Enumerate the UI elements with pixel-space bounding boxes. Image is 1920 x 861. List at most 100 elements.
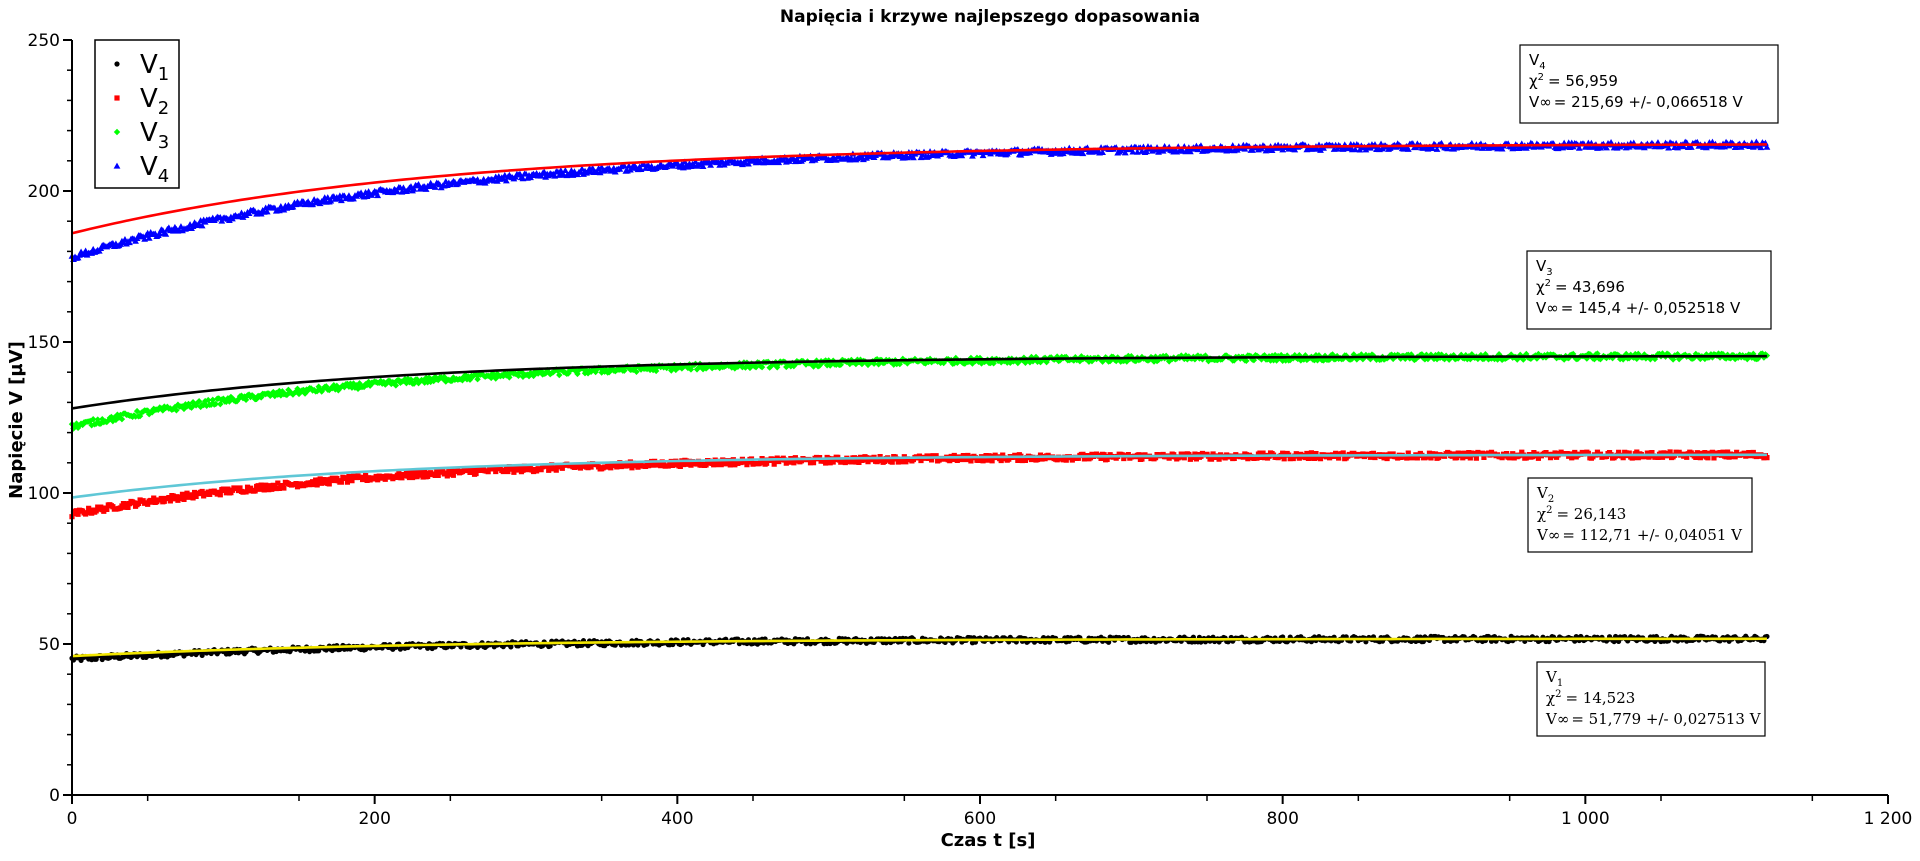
y-tick-label: 150 (28, 333, 60, 353)
annotation-series-label: V3 (1536, 257, 1553, 278)
series-v1-points (69, 633, 1770, 663)
fit-curve-v4 (71, 143, 1767, 235)
legend-marker-v4 (113, 162, 121, 169)
legend-label-sub: 2 (158, 98, 169, 119)
annotation-v-infinity: V∞ = 215,69 +/- 0,066518 V (1529, 93, 1743, 111)
chi-value: = 43,696 (1555, 278, 1625, 296)
annotation-series-sub: 4 (1539, 61, 1545, 72)
axes: 0 200 400 600 800 1 000 1 200 0 50 100 150 200 250 (28, 31, 1913, 829)
chi-value: = 26,143 (1556, 505, 1626, 523)
annotation-series-name: V (1536, 257, 1547, 275)
legend-label-main: V (140, 84, 158, 114)
x-tick-label: 200 (358, 809, 390, 829)
legend-marker-v2 (114, 95, 120, 101)
annotation-chi-square: χ2 = 56,959 (1529, 72, 1618, 90)
annotation-series-label: V4 (1529, 51, 1546, 72)
chi-superscript: 2 (1545, 278, 1551, 289)
annotation-chi-square: χ2 = 43,696 (1536, 278, 1625, 296)
v-infinity-symbol: V∞ (1536, 299, 1559, 317)
series-v3 (68, 350, 1771, 432)
chi-value: = 56,959 (1548, 72, 1618, 90)
x-tick-label: 600 (964, 809, 996, 829)
x-tick-label: 1 200 (1864, 809, 1913, 829)
annotation-box (1536, 661, 1766, 737)
legend-label-v1: V1 (140, 50, 169, 85)
v-infinity-symbol: V∞ (1536, 526, 1560, 544)
legend-box (94, 39, 180, 189)
annotation-series-name: V (1529, 51, 1540, 69)
y-tick-label: 100 (28, 484, 60, 504)
annotation-series-sub: 3 (1546, 267, 1552, 278)
series-v3-points (68, 350, 1771, 432)
chi-symbol: χ (1536, 278, 1545, 296)
y-tick-label: 50 (38, 635, 60, 655)
y-tick-label: 0 (49, 786, 60, 806)
legend-marker-v1 (114, 61, 120, 67)
legend-label-sub: 1 (158, 64, 169, 85)
chi-superscript: 2 (1538, 72, 1544, 83)
annotation-series-name: V (1536, 484, 1549, 502)
annotation-chi-square: χ2 = 14,523 (1546, 689, 1635, 707)
ticks: 0 200 400 600 800 1 000 1 200 0 50 100 150 200 250 (28, 31, 1913, 829)
annotation-series-sub: 1 (1557, 678, 1563, 689)
v-infinity-symbol: V∞ (1545, 710, 1569, 728)
v-infinity-value: = 145,4 +/- 0,052518 V (1561, 299, 1741, 317)
legend-label-sub: 3 (158, 132, 169, 153)
legend-label-main: V (140, 50, 158, 80)
series-v1 (69, 633, 1770, 663)
y-tick-label: 200 (28, 182, 60, 202)
annotation-v-infinity: V∞ = 51,779 +/- 0,027513 V (1545, 710, 1762, 728)
annotation-box (1519, 44, 1779, 124)
x-tick-label: 1 000 (1561, 809, 1610, 829)
v-infinity-value: = 112,71 +/- 0,04051 V (1562, 526, 1743, 544)
fit-curve-v3 (71, 354, 1767, 410)
series-v4-points (68, 138, 1771, 263)
annotation-series-label: V1 (1545, 668, 1563, 689)
legend-label-v3: V3 (140, 118, 169, 153)
chi-symbol: χ (1546, 689, 1555, 707)
legend-label-v4: V4 (140, 152, 169, 187)
legend-label-v2: V2 (140, 84, 169, 119)
chi-symbol: χ (1537, 505, 1546, 523)
annotation-chi-square: χ2 = 26,143 (1537, 505, 1626, 523)
series-v2-points (69, 449, 1770, 520)
chi-symbol: χ (1529, 72, 1538, 90)
x-tick-label: 400 (661, 809, 693, 829)
fit-curve-v2 (71, 453, 1767, 499)
annotation-box (1526, 250, 1772, 330)
y-axis-label: Napięcie V [µV] (6, 341, 27, 499)
legend-label-main: V (140, 152, 158, 182)
chi-superscript: 2 (1546, 505, 1552, 516)
legend-label-sub: 4 (158, 166, 169, 187)
legend-label-main: V (140, 118, 158, 148)
x-tick-label: 0 (67, 809, 78, 829)
chi-value: = 14,523 (1565, 689, 1635, 707)
annotation-series-label: V2 (1536, 484, 1554, 505)
chi-superscript: 2 (1555, 689, 1561, 700)
fit-layer (71, 143, 1767, 658)
x-axis-label: Czas t [s] (941, 830, 1036, 851)
series-v2 (69, 449, 1770, 520)
data-layer (68, 138, 1771, 663)
x-tick-label: 800 (1266, 809, 1298, 829)
v-infinity-value: = 51,779 +/- 0,027513 V (1571, 710, 1761, 728)
annotation-box (1527, 477, 1753, 553)
series-v4 (68, 138, 1771, 263)
y-tick-label: 250 (28, 31, 60, 51)
v-infinity-value: = 215,69 +/- 0,066518 V (1554, 93, 1744, 111)
annotation-v-infinity: V∞ = 145,4 +/- 0,052518 V (1536, 299, 1741, 317)
annotation-series-sub: 2 (1548, 494, 1554, 505)
legend-marker-v3 (113, 128, 121, 136)
chart-title: Napięcia i krzywe najlepszego dopasowani… (780, 7, 1200, 27)
fit-curve-v1 (71, 637, 1767, 658)
annotation-series-name: V (1545, 668, 1558, 686)
annotation-v-infinity: V∞ = 112,71 +/- 0,04051 V (1536, 526, 1743, 544)
v-infinity-symbol: V∞ (1529, 93, 1552, 111)
